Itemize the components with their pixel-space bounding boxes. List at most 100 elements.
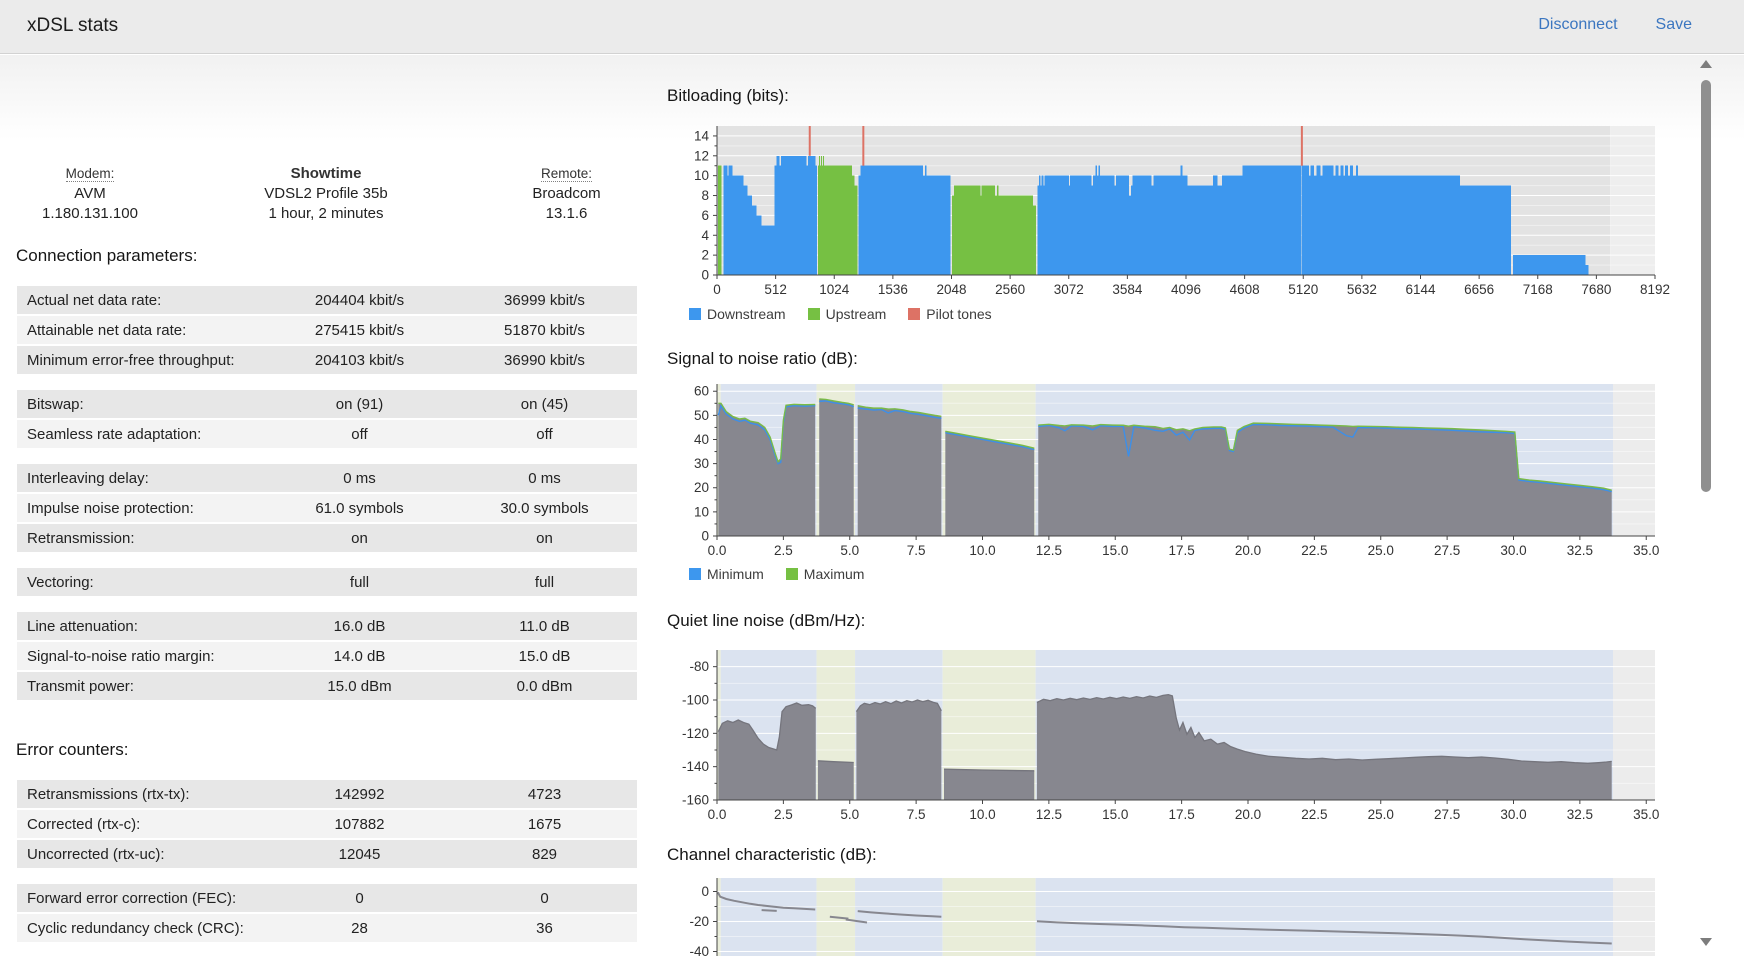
svg-text:0.0: 0.0: [708, 807, 727, 822]
svg-text:3072: 3072: [1054, 282, 1084, 297]
svg-text:0: 0: [701, 529, 709, 544]
table-group: Line attenuation:16.0 dB11.0 dBSignal-to…: [17, 612, 637, 700]
svg-text:12: 12: [694, 148, 709, 163]
table-row: Seamless rate adaptation:offoff: [17, 420, 637, 448]
row-label: Interleaving delay:: [17, 470, 267, 487]
status-info-column: ShowtimeVDSL2 Profile 35b1 hour, 2 minut…: [196, 164, 456, 224]
svg-text:8192: 8192: [1640, 282, 1670, 297]
svg-text:6: 6: [701, 208, 709, 223]
scrollbar-thumb[interactable]: [1701, 80, 1711, 492]
row-value-downstream: 16.0 dB: [267, 618, 452, 635]
hlog-chart: 0-20-40-60-80: [640, 868, 1744, 956]
svg-text:5120: 5120: [1288, 282, 1318, 297]
row-label: Cyclic redundancy check (CRC):: [17, 920, 267, 937]
info-column-label: Showtime: [196, 164, 456, 184]
table-group: Actual net data rate:204404 kbit/s36999 …: [17, 286, 637, 374]
svg-text:20.0: 20.0: [1235, 543, 1261, 558]
row-value-downstream: 204404 kbit/s: [267, 292, 452, 309]
svg-text:0: 0: [701, 884, 709, 899]
legend-label: Upstream: [826, 306, 887, 322]
row-value-upstream: 11.0 dB: [452, 618, 637, 635]
row-value-upstream: 0: [452, 890, 637, 907]
table-row: Actual net data rate:204404 kbit/s36999 …: [17, 286, 637, 314]
row-value-downstream: 61.0 symbols: [267, 500, 452, 517]
legend-label: Minimum: [707, 566, 764, 582]
svg-text:2.5: 2.5: [774, 807, 793, 822]
svg-text:25.0: 25.0: [1368, 807, 1394, 822]
svg-text:-40: -40: [689, 944, 709, 956]
svg-text:35.0: 35.0: [1633, 543, 1659, 558]
row-value-upstream: 36: [452, 920, 637, 937]
svg-text:10: 10: [694, 168, 709, 183]
row-value-upstream: 4723: [452, 786, 637, 803]
row-value-downstream: 0: [267, 890, 452, 907]
table-row: Corrected (rtx-c):1078821675: [17, 810, 637, 838]
row-value-downstream: off: [267, 426, 452, 443]
svg-text:10: 10: [694, 504, 709, 519]
legend-label: Pilot tones: [926, 306, 991, 322]
row-value-upstream: 36999 kbit/s: [452, 292, 637, 309]
svg-text:30.0: 30.0: [1500, 807, 1526, 822]
svg-text:4608: 4608: [1230, 282, 1260, 297]
svg-text:10.0: 10.0: [969, 807, 995, 822]
disconnect-link[interactable]: Disconnect: [1538, 16, 1617, 34]
svg-text:12.5: 12.5: [1036, 807, 1062, 822]
svg-text:512: 512: [764, 282, 787, 297]
modem-info-block: Modem:AVM1.180.131.100 ShowtimeVDSL2 Pro…: [0, 164, 680, 226]
table-row: Bitswap:on (91)on (45): [17, 390, 637, 418]
bitloading-legend: Downstream Upstream Pilot tones: [689, 306, 992, 322]
svg-text:4: 4: [701, 228, 709, 243]
legend-label: Downstream: [707, 306, 786, 322]
info-column-value: VDSL2 Profile 35b: [196, 184, 456, 204]
header-bar: xDSL stats Disconnect Save: [0, 0, 1744, 54]
scrollbar-up-arrow[interactable]: [1700, 60, 1712, 68]
table-row: Retransmissions (rtx-tx):1429924723: [17, 780, 637, 808]
legend-item: Maximum: [786, 566, 865, 582]
row-value-upstream: 36990 kbit/s: [452, 352, 637, 369]
table-group: Forward error correction (FEC):00Cyclic …: [17, 884, 637, 942]
scrollbar-down-arrow[interactable]: [1700, 938, 1712, 946]
legend-item: Downstream: [689, 306, 786, 322]
row-value-upstream: 0.0 dBm: [452, 678, 637, 695]
connection-parameters-heading: Connection parameters:: [16, 246, 197, 266]
save-link[interactable]: Save: [1656, 16, 1692, 34]
row-value-downstream: on: [267, 530, 452, 547]
svg-text:32.5: 32.5: [1567, 543, 1593, 558]
row-label: Forward error correction (FEC):: [17, 890, 267, 907]
row-value-downstream: full: [267, 574, 452, 591]
svg-text:27.5: 27.5: [1434, 807, 1460, 822]
row-label: Actual net data rate:: [17, 292, 267, 309]
row-label: Seamless rate adaptation:: [17, 426, 267, 443]
table-row: Minimum error-free throughput:204103 kbi…: [17, 346, 637, 374]
row-label: Corrected (rtx-c):: [17, 816, 267, 833]
row-label: Bitswap:: [17, 396, 267, 413]
svg-text:15.0: 15.0: [1102, 543, 1128, 558]
svg-text:5.0: 5.0: [840, 807, 859, 822]
svg-text:20.0: 20.0: [1235, 807, 1261, 822]
row-label: Retransmission:: [17, 530, 267, 547]
svg-text:15.0: 15.0: [1102, 807, 1128, 822]
modem-info-column: Modem:AVM1.180.131.100: [0, 164, 180, 224]
svg-text:7.5: 7.5: [907, 807, 926, 822]
table-row: Forward error correction (FEC):00: [17, 884, 637, 912]
legend-item: Pilot tones: [908, 306, 991, 322]
qln-chart: -80-100-120-140-1600.02.55.07.510.012.51…: [640, 640, 1744, 832]
svg-text:35.0: 35.0: [1633, 807, 1659, 822]
row-label: Line attenuation:: [17, 618, 267, 635]
row-value-downstream: 0 ms: [267, 470, 452, 487]
table-row: Vectoring:fullfull: [17, 568, 637, 596]
svg-text:2560: 2560: [995, 282, 1025, 297]
row-value-downstream: 107882: [267, 816, 452, 833]
table-group: Retransmissions (rtx-tx):1429924723Corre…: [17, 780, 637, 868]
snr-legend: Minimum Maximum: [689, 566, 864, 582]
page-title: xDSL stats: [27, 15, 118, 37]
legend-swatch-icon: [689, 568, 701, 580]
svg-text:8: 8: [701, 188, 709, 203]
svg-text:22.5: 22.5: [1301, 807, 1327, 822]
svg-text:3584: 3584: [1112, 282, 1143, 297]
info-column-label: Modem:: [0, 164, 180, 184]
svg-text:30.0: 30.0: [1500, 543, 1526, 558]
row-value-downstream: 12045: [267, 846, 452, 863]
legend-item: Minimum: [689, 566, 764, 582]
svg-text:1024: 1024: [819, 282, 850, 297]
